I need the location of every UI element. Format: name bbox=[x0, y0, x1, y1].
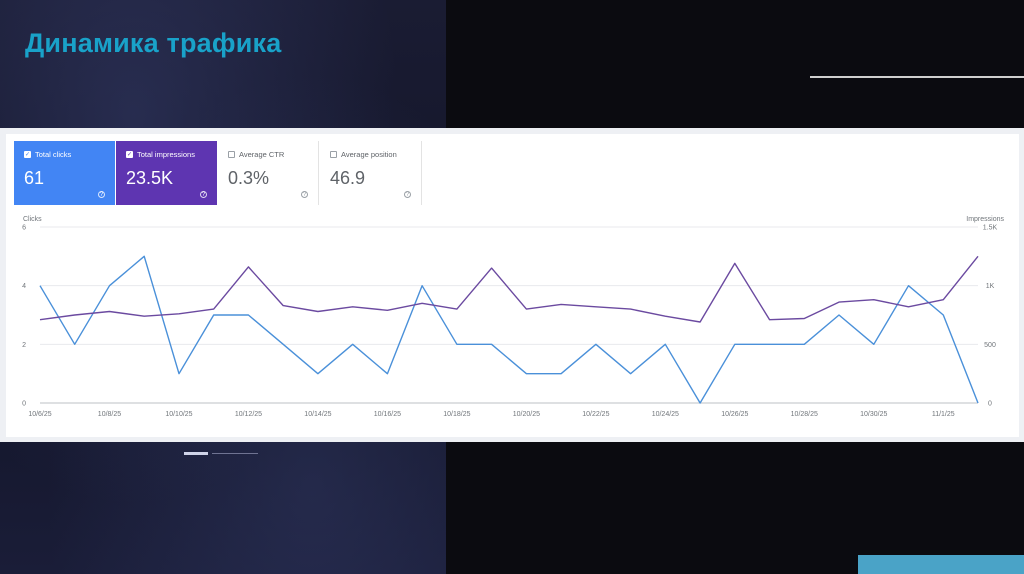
help-icon[interactable]: ? bbox=[404, 191, 411, 198]
left-tick-label: 6 bbox=[22, 225, 26, 232]
left-tick-label: 0 bbox=[22, 401, 26, 408]
chart-grid bbox=[40, 226, 978, 404]
x-tick-label: 10/8/25 bbox=[98, 411, 121, 418]
right-tick-label: 0 bbox=[988, 401, 992, 408]
x-tick-label: 10/24/25 bbox=[652, 411, 679, 418]
series-line-total-impressions bbox=[39, 255, 979, 323]
x-tick-label: 10/26/25 bbox=[721, 411, 748, 418]
x-tick-label: 10/12/25 bbox=[235, 411, 262, 418]
x-tick-label: 10/14/25 bbox=[304, 411, 331, 418]
slide-indicator-active bbox=[184, 452, 208, 455]
metric-total-impressions[interactable]: ✓ Total impressions 23.5K ? bbox=[116, 141, 217, 205]
right-tick-label: 500 bbox=[984, 342, 996, 349]
x-tick-label: 10/20/25 bbox=[513, 411, 540, 418]
left-axis-label: Clicks bbox=[23, 216, 42, 223]
x-tick-label: 10/30/25 bbox=[860, 411, 887, 418]
metric-average-position[interactable]: Average position 46.9 ? bbox=[320, 141, 422, 205]
checkbox-checked-icon[interactable]: ✓ bbox=[24, 151, 31, 158]
metric-total-clicks[interactable]: ✓ Total clicks 61 ? bbox=[14, 141, 115, 205]
help-icon[interactable]: ? bbox=[200, 191, 207, 198]
x-tick-label: 10/22/25 bbox=[582, 411, 609, 418]
left-tick-label: 2 bbox=[22, 342, 26, 349]
left-tick-label: 4 bbox=[22, 283, 26, 290]
metric-label: Average position bbox=[341, 150, 397, 159]
help-icon[interactable]: ? bbox=[98, 191, 105, 198]
metric-value: 23.5K bbox=[126, 168, 174, 188]
x-tick-label: 10/6/25 bbox=[28, 411, 51, 418]
performance-card: ✓ Total clicks 61 ? ✓ Total impressions … bbox=[6, 134, 1019, 437]
x-tick-label: 11/1/25 bbox=[932, 411, 955, 418]
checkbox-unchecked-icon[interactable] bbox=[330, 151, 337, 158]
x-tick-label: 10/28/25 bbox=[791, 411, 818, 418]
decorative-line bbox=[810, 76, 1024, 78]
performance-chart: Clicks Impressions 0 2 4 6 0 500 1K 1.5K 10/6/25… bbox=[22, 216, 1004, 419]
decorative-block bbox=[858, 555, 1024, 574]
search-console-screenshot: ✓ Total clicks 61 ? ✓ Total impressions … bbox=[0, 128, 1024, 442]
metric-label: Total clicks bbox=[35, 150, 72, 159]
metric-value: 0.3% bbox=[228, 168, 270, 188]
series-line-total-clicks bbox=[39, 255, 979, 404]
right-axis-label: Impressions bbox=[966, 216, 1004, 223]
slide-indicator-track bbox=[212, 453, 258, 454]
slide-indicator bbox=[184, 452, 258, 455]
checkbox-unchecked-icon[interactable] bbox=[228, 151, 235, 158]
metric-value: 61 bbox=[24, 168, 45, 188]
slide-title: Динамика трафика bbox=[25, 28, 282, 58]
right-tick-label: 1.5K bbox=[983, 225, 998, 232]
metric-average-ctr[interactable]: Average CTR 0.3% ? bbox=[218, 141, 319, 205]
chart-ticks: 0 2 4 6 0 500 1K 1.5K 10/6/25 10/8/25 10/10/25 10/1… bbox=[22, 225, 997, 419]
metric-label: Average CTR bbox=[239, 150, 285, 159]
right-tick-label: 1K bbox=[986, 283, 995, 290]
checkbox-checked-icon[interactable]: ✓ bbox=[126, 151, 133, 158]
help-icon[interactable]: ? bbox=[301, 191, 308, 198]
metric-label: Total impressions bbox=[137, 150, 195, 159]
x-tick-label: 10/18/25 bbox=[443, 411, 470, 418]
x-tick-label: 10/16/25 bbox=[374, 411, 401, 418]
x-tick-label: 10/10/25 bbox=[165, 411, 192, 418]
metric-value: 46.9 bbox=[330, 168, 366, 188]
chart-series bbox=[39, 255, 979, 404]
